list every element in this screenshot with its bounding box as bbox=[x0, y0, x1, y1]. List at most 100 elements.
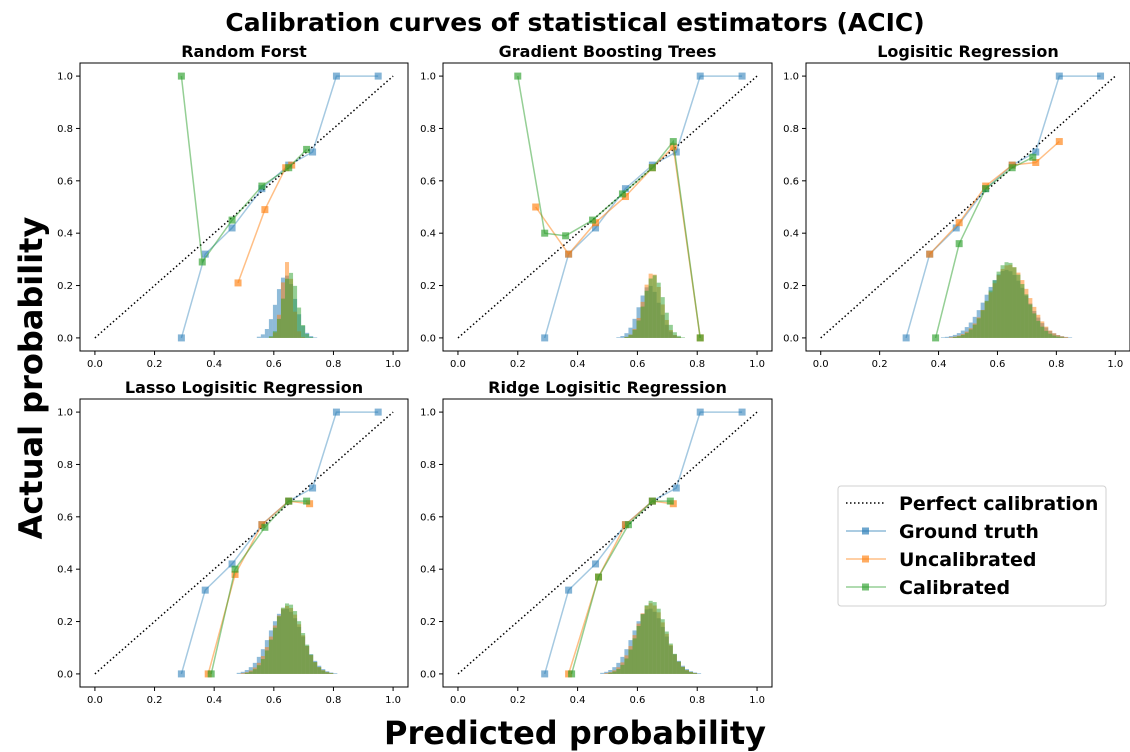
y-tick-label: 0.6 bbox=[420, 512, 436, 523]
x-tick-label: 0.0 bbox=[87, 695, 103, 706]
data-point bbox=[1032, 148, 1040, 156]
y-tick-label: 0.0 bbox=[420, 333, 436, 344]
histogram-bar bbox=[1044, 330, 1049, 338]
histogram-bar bbox=[948, 336, 953, 338]
histogram-bar bbox=[689, 672, 694, 674]
histogram-bar bbox=[697, 673, 702, 674]
y-tick-label: 0.0 bbox=[783, 333, 799, 344]
histogram-bar bbox=[1060, 337, 1065, 338]
data-point bbox=[228, 560, 236, 568]
axes-frame bbox=[805, 62, 1130, 352]
histogram-bar bbox=[672, 653, 677, 674]
histogram-bar bbox=[693, 673, 698, 674]
histogram-bar bbox=[636, 625, 641, 674]
data-point bbox=[374, 72, 382, 80]
histogram-bar bbox=[333, 673, 338, 674]
histogram-bar bbox=[992, 280, 997, 338]
subplot-title: Logisitic Regression bbox=[877, 42, 1059, 61]
histogram-bar bbox=[1068, 337, 1073, 338]
legend-entry-calibrated: Calibrated bbox=[846, 577, 1010, 599]
histogram-bar bbox=[1040, 326, 1045, 338]
histogram-bar bbox=[256, 336, 261, 338]
data-point bbox=[592, 224, 600, 232]
histogram-calibrated bbox=[268, 272, 314, 338]
data-point bbox=[565, 250, 573, 258]
histogram-bar bbox=[1004, 262, 1009, 338]
data-point bbox=[648, 164, 656, 172]
data-point bbox=[618, 190, 626, 198]
histogram-bar bbox=[956, 333, 961, 338]
histogram-bar bbox=[248, 671, 253, 674]
data-point bbox=[955, 240, 963, 248]
data-point bbox=[228, 224, 236, 232]
x-tick-label: 0.4 bbox=[570, 359, 586, 370]
subplot-1: Random Forst 0.0 0.2 0.4 0.6 0.8 1.0 0.0 0.2 0.4 0… bbox=[57, 42, 409, 370]
series-uncalibrated bbox=[926, 138, 1063, 258]
data-point bbox=[309, 148, 317, 156]
histogram-bar bbox=[1000, 265, 1005, 338]
histogram-bar bbox=[612, 671, 617, 674]
y-tick-label: 1.0 bbox=[783, 72, 799, 83]
histogram-bar bbox=[325, 672, 330, 674]
histogram-bar bbox=[628, 327, 633, 338]
y-tick-label: 1.0 bbox=[420, 72, 436, 83]
histogram-bar bbox=[1016, 274, 1021, 338]
data-point bbox=[595, 573, 603, 581]
x-tick-label: 0.6 bbox=[266, 359, 282, 370]
histogram-bar bbox=[289, 604, 294, 674]
histogram-bar bbox=[608, 672, 613, 674]
x-tick-label: 1.0 bbox=[385, 359, 401, 370]
histogram-bar bbox=[996, 271, 1001, 338]
y-tick-label: 0.4 bbox=[57, 565, 73, 576]
subplot-title: Ridge Logisitic Regression bbox=[488, 378, 727, 397]
histogram-bar bbox=[268, 319, 273, 338]
x-tick-label: 0.2 bbox=[510, 359, 526, 370]
histogram-bar bbox=[268, 639, 273, 674]
y-tick-label: 1.0 bbox=[57, 408, 73, 419]
data-point bbox=[669, 138, 677, 146]
histogram-bar bbox=[660, 297, 665, 338]
x-tick-label: 1.0 bbox=[749, 695, 765, 706]
data-point bbox=[303, 497, 311, 505]
data-point bbox=[231, 570, 239, 578]
figure-ylabel: Actual probability bbox=[12, 217, 50, 540]
histogram-bar bbox=[664, 631, 669, 674]
legend: Perfect calibration Ground truth Uncalibra… bbox=[837, 485, 1107, 607]
data-point bbox=[565, 586, 573, 594]
data-point bbox=[541, 334, 549, 342]
data-point bbox=[589, 216, 597, 224]
x-tick-label: 0.6 bbox=[629, 695, 645, 706]
y-tick-label: 0.8 bbox=[57, 460, 73, 471]
histogram-bar bbox=[1008, 262, 1013, 338]
series-line bbox=[517, 75, 701, 339]
data-point bbox=[696, 334, 704, 342]
data-point bbox=[201, 250, 209, 258]
series-calibrated bbox=[207, 497, 311, 678]
data-point bbox=[1055, 72, 1063, 80]
subplot-grid: Random Forst 0.0 0.2 0.4 0.6 0.8 1.0 0.0 0.2 0.4 0… bbox=[57, 42, 1130, 706]
data-point bbox=[309, 484, 317, 492]
data-point bbox=[696, 408, 704, 416]
histogram-bar bbox=[676, 335, 681, 338]
legend-frame bbox=[837, 485, 1107, 607]
histogram-bar bbox=[948, 337, 953, 338]
data-point bbox=[231, 565, 239, 573]
x-tick-label: 0.4 bbox=[206, 359, 222, 370]
histogram-bar bbox=[664, 312, 669, 338]
x-tick-label: 1.0 bbox=[385, 695, 401, 706]
figure-xlabel: Predicted probability bbox=[384, 714, 766, 752]
data-point bbox=[234, 279, 242, 287]
histogram-calibrated bbox=[624, 275, 685, 338]
data-point bbox=[672, 148, 680, 156]
series-perfect bbox=[457, 411, 758, 675]
legend-entry-ground-truth: Ground truth bbox=[846, 521, 1039, 543]
data-point bbox=[198, 258, 206, 266]
histogram-bar bbox=[680, 337, 685, 338]
y-tick-label: 0.2 bbox=[420, 281, 436, 292]
series-calibrated bbox=[177, 72, 311, 266]
series-line bbox=[929, 140, 1060, 255]
y-tick-label: 1.0 bbox=[57, 72, 73, 83]
x-tick-label: 0.2 bbox=[510, 695, 526, 706]
figure-title: Calibration curves of statistical estima… bbox=[225, 8, 924, 37]
